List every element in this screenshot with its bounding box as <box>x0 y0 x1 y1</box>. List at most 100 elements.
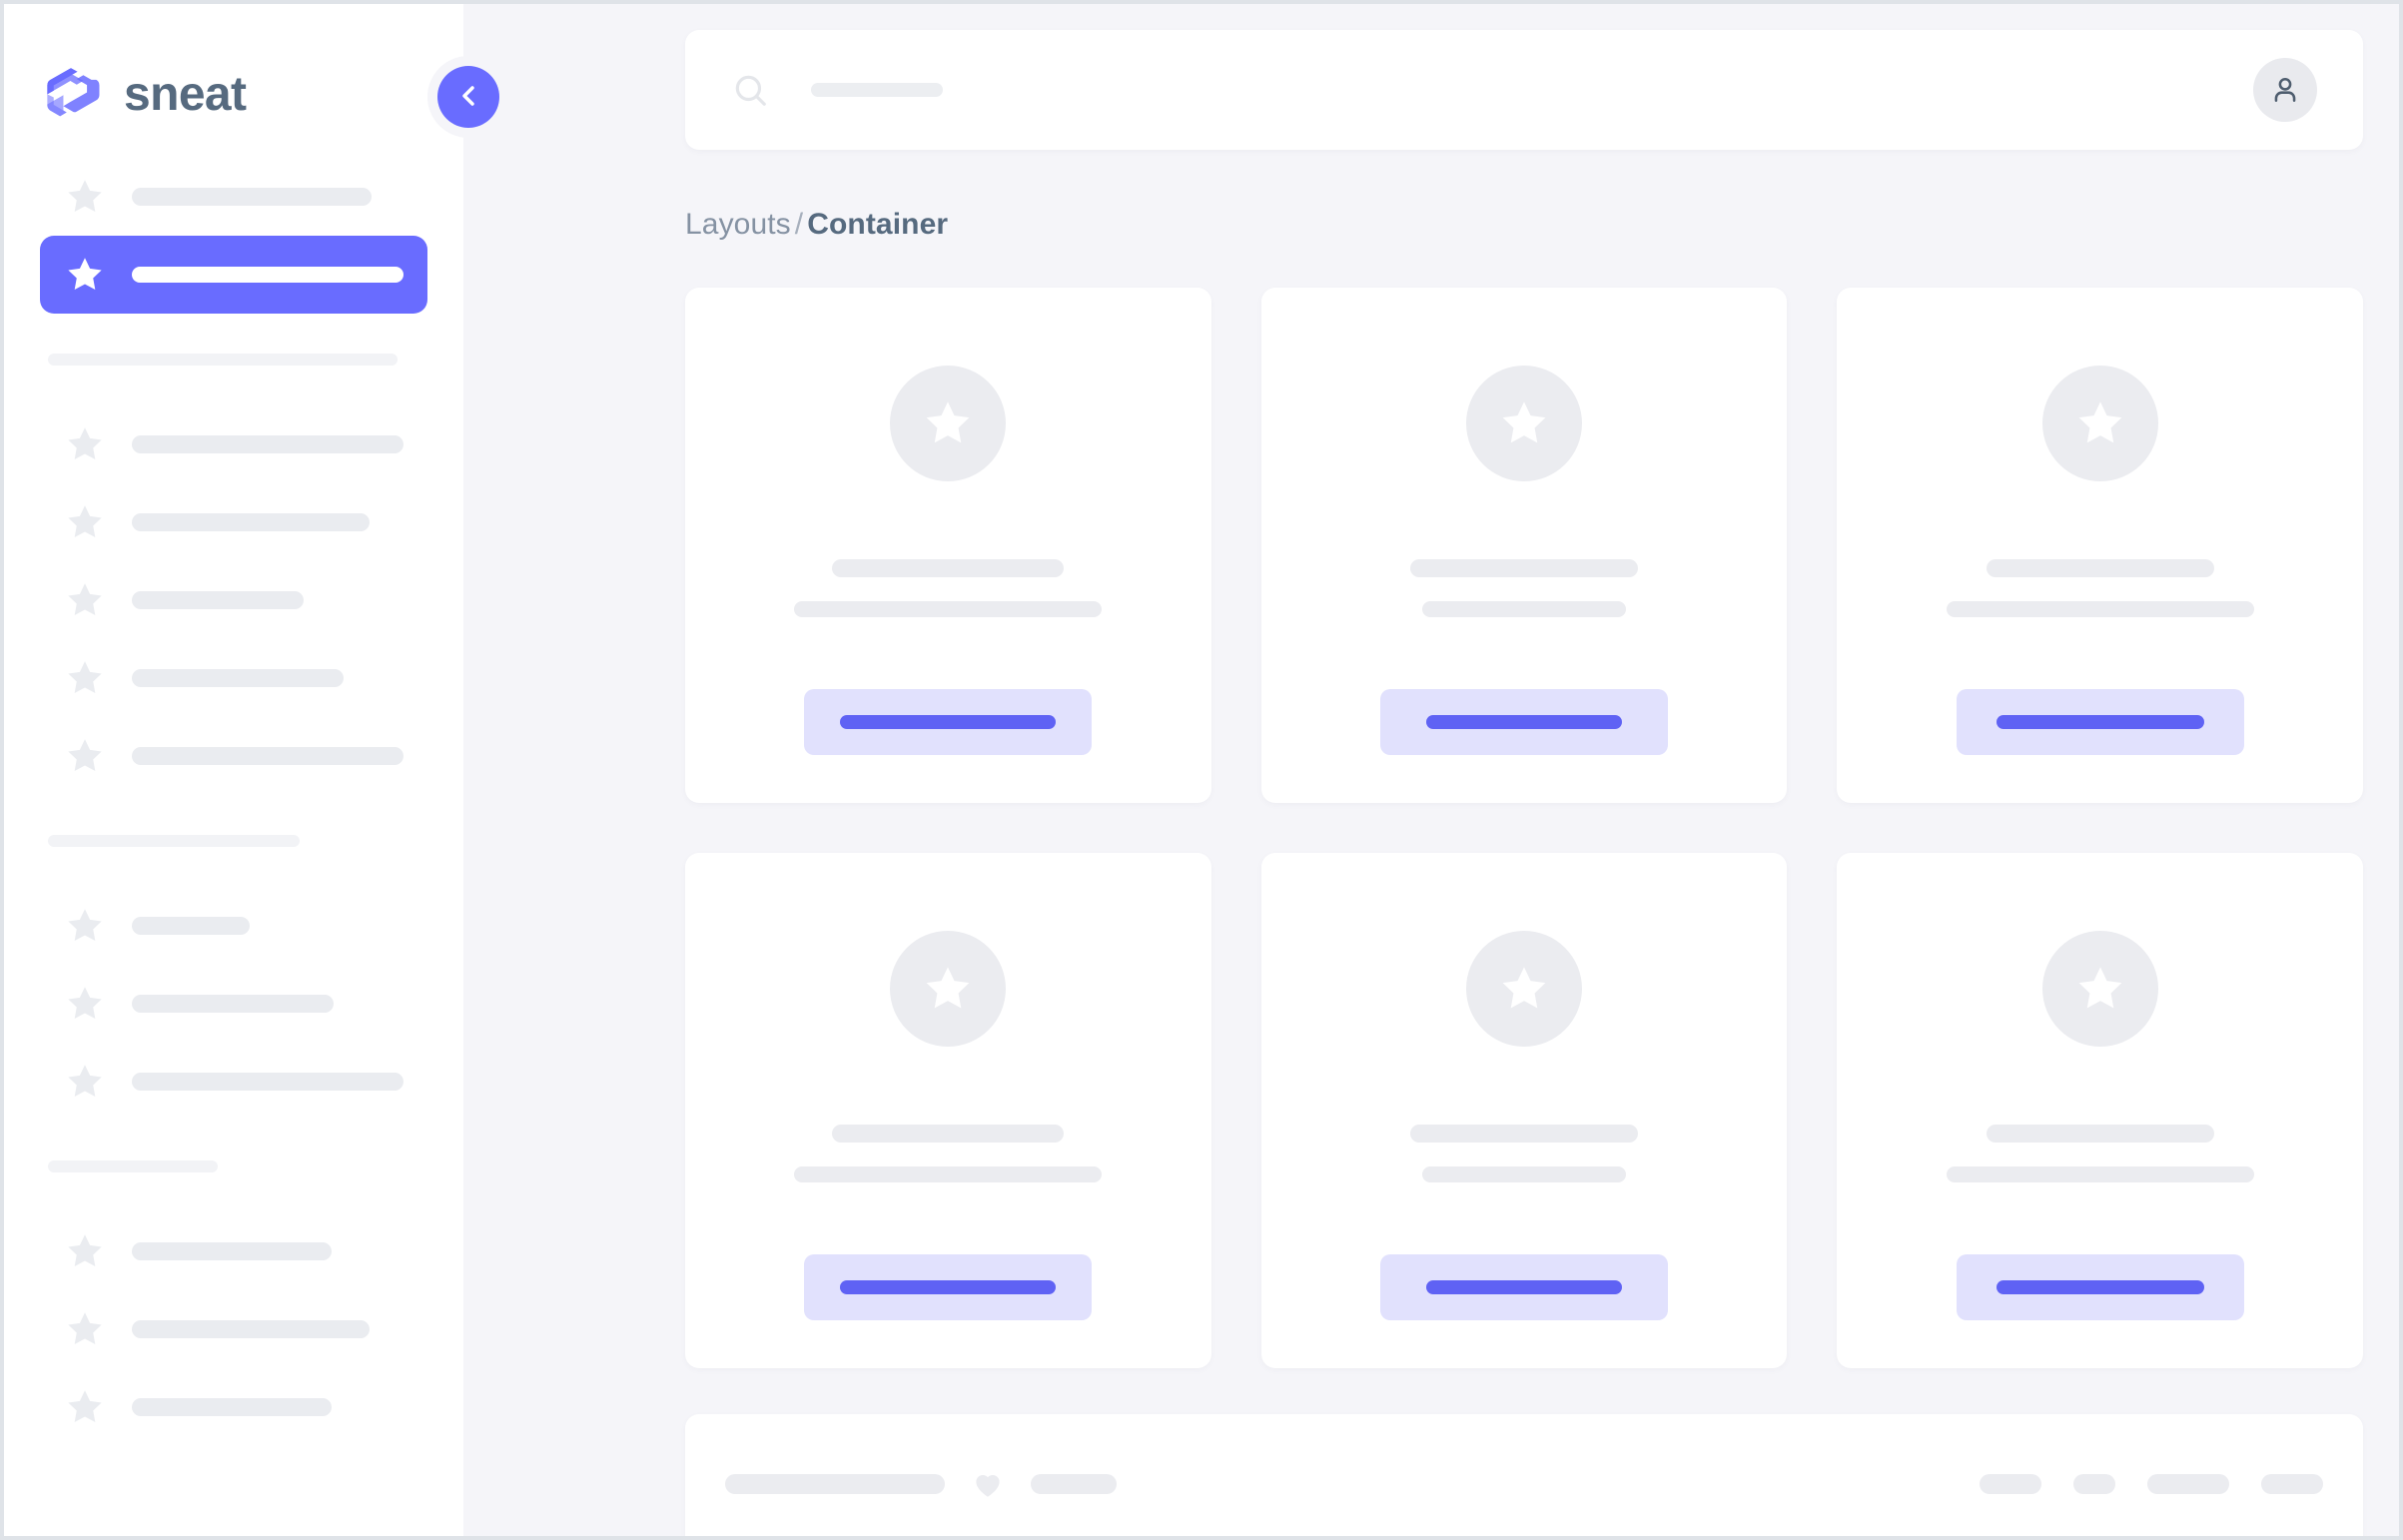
footer-link-skeleton[interactable] <box>2147 1474 2229 1494</box>
card-action-button[interactable] <box>1379 689 1668 755</box>
breadcrumb-current: Container <box>807 208 949 241</box>
card-button-label-skeleton <box>1425 715 1622 729</box>
card-text-skeleton <box>1421 601 1626 617</box>
sidebar-item-label <box>132 267 403 283</box>
sidebar-item[interactable] <box>40 483 427 561</box>
sidebar-item-label <box>132 435 403 453</box>
card-avatar <box>2041 931 2158 1047</box>
breadcrumb-parent[interactable]: Layouts <box>685 208 791 241</box>
card-title-skeleton <box>1409 559 1638 577</box>
main-content: Layouts / Container <box>463 4 2399 1536</box>
star-icon <box>64 905 106 947</box>
card-button-label-skeleton <box>840 715 1057 729</box>
content-card <box>685 288 1211 803</box>
footer-link-skeleton[interactable] <box>725 1474 945 1494</box>
breadcrumb-separator: / <box>794 208 804 241</box>
sidebar-item[interactable] <box>40 158 427 236</box>
sidebar-item[interactable] <box>40 1212 427 1290</box>
card-action-button[interactable] <box>1379 1254 1668 1320</box>
sidebar-item[interactable] <box>40 561 427 639</box>
sidebar-item-label <box>132 917 250 935</box>
card-action-button[interactable] <box>1956 1254 2244 1320</box>
search-input[interactable] <box>811 83 943 97</box>
footer-bar <box>685 1414 2363 1536</box>
sidebar-item-label <box>132 669 344 687</box>
star-icon <box>921 396 975 450</box>
card-button-label-skeleton <box>1425 1280 1622 1294</box>
star-icon <box>64 1230 106 1272</box>
card-avatar <box>890 931 1007 1047</box>
sidebar-spacer <box>4 142 463 158</box>
star-icon <box>64 983 106 1025</box>
sidebar-item-label <box>132 1242 332 1260</box>
sidebar-item[interactable] <box>40 965 427 1043</box>
divider-bar <box>48 354 398 366</box>
content-card <box>685 853 1211 1368</box>
card-title-skeleton <box>1986 1125 2214 1143</box>
card-title-skeleton <box>832 1125 1065 1143</box>
card-title-skeleton <box>832 559 1065 577</box>
card-text-skeleton <box>794 601 1103 617</box>
card-text-skeleton <box>1946 601 2254 617</box>
star-icon <box>64 657 106 699</box>
sidebar-section-divider <box>4 795 463 887</box>
sneat-logo-icon <box>40 64 102 126</box>
sidebar-item-label <box>132 747 403 765</box>
footer-link-skeleton[interactable] <box>2261 1474 2323 1494</box>
card-action-button[interactable] <box>804 689 1093 755</box>
card-action-button[interactable] <box>1956 689 2244 755</box>
sidebar-item[interactable] <box>40 887 427 965</box>
divider-bar <box>48 1160 218 1172</box>
card-grid <box>685 288 2363 1368</box>
avatar[interactable] <box>2253 58 2317 122</box>
content-card <box>1837 288 2363 803</box>
star-icon <box>64 1386 106 1428</box>
card-avatar <box>1465 931 1582 1047</box>
sidebar-collapse-wrap <box>427 56 509 138</box>
sidebar-item-label <box>132 1398 332 1416</box>
card-button-label-skeleton <box>1996 1280 2204 1294</box>
footer-link-skeleton[interactable] <box>1031 1474 1117 1494</box>
card-avatar <box>2041 366 2158 481</box>
search-bar[interactable] <box>731 71 2253 109</box>
sidebar-item[interactable] <box>40 639 427 717</box>
content-card <box>1260 288 1788 803</box>
brand[interactable]: sneat <box>4 4 463 142</box>
chevron-left-icon <box>452 80 484 115</box>
card-title-skeleton <box>1409 1125 1638 1143</box>
star-icon <box>64 254 106 296</box>
brand-name: sneat <box>124 68 247 121</box>
sidebar-item[interactable] <box>40 1368 427 1446</box>
footer-link-skeleton[interactable] <box>1980 1474 2041 1494</box>
sidebar-item-label <box>132 1320 370 1338</box>
card-button-label-skeleton <box>840 1280 1057 1294</box>
card-text-skeleton <box>1946 1166 2254 1182</box>
content-card <box>1837 853 2363 1368</box>
card-button-label-skeleton <box>1996 715 2204 729</box>
star-icon <box>921 962 975 1016</box>
star-icon <box>64 176 106 218</box>
card-action-button[interactable] <box>804 1254 1093 1320</box>
star-icon <box>64 579 106 621</box>
star-icon <box>64 501 106 543</box>
search-icon <box>731 71 769 109</box>
star-icon <box>64 1061 106 1103</box>
star-icon <box>1497 396 1551 450</box>
sidebar-item[interactable] <box>40 717 427 795</box>
card-title-skeleton <box>1986 559 2214 577</box>
sidebar-collapse-button[interactable] <box>437 66 499 128</box>
heart-icon <box>971 1467 1005 1501</box>
sidebar-item[interactable] <box>40 1290 427 1368</box>
footer-left <box>725 1467 1117 1501</box>
sidebar-item-label <box>132 591 304 609</box>
star-icon <box>64 423 106 465</box>
sidebar-item[interactable] <box>40 405 427 483</box>
card-avatar <box>890 366 1007 481</box>
card-avatar <box>1465 366 1582 481</box>
sidebar-item[interactable] <box>40 1043 427 1121</box>
footer-link-skeleton[interactable] <box>2073 1474 2115 1494</box>
sidebar-item-active[interactable] <box>40 236 427 314</box>
user-icon <box>2268 73 2302 107</box>
star-icon <box>2073 962 2127 1016</box>
